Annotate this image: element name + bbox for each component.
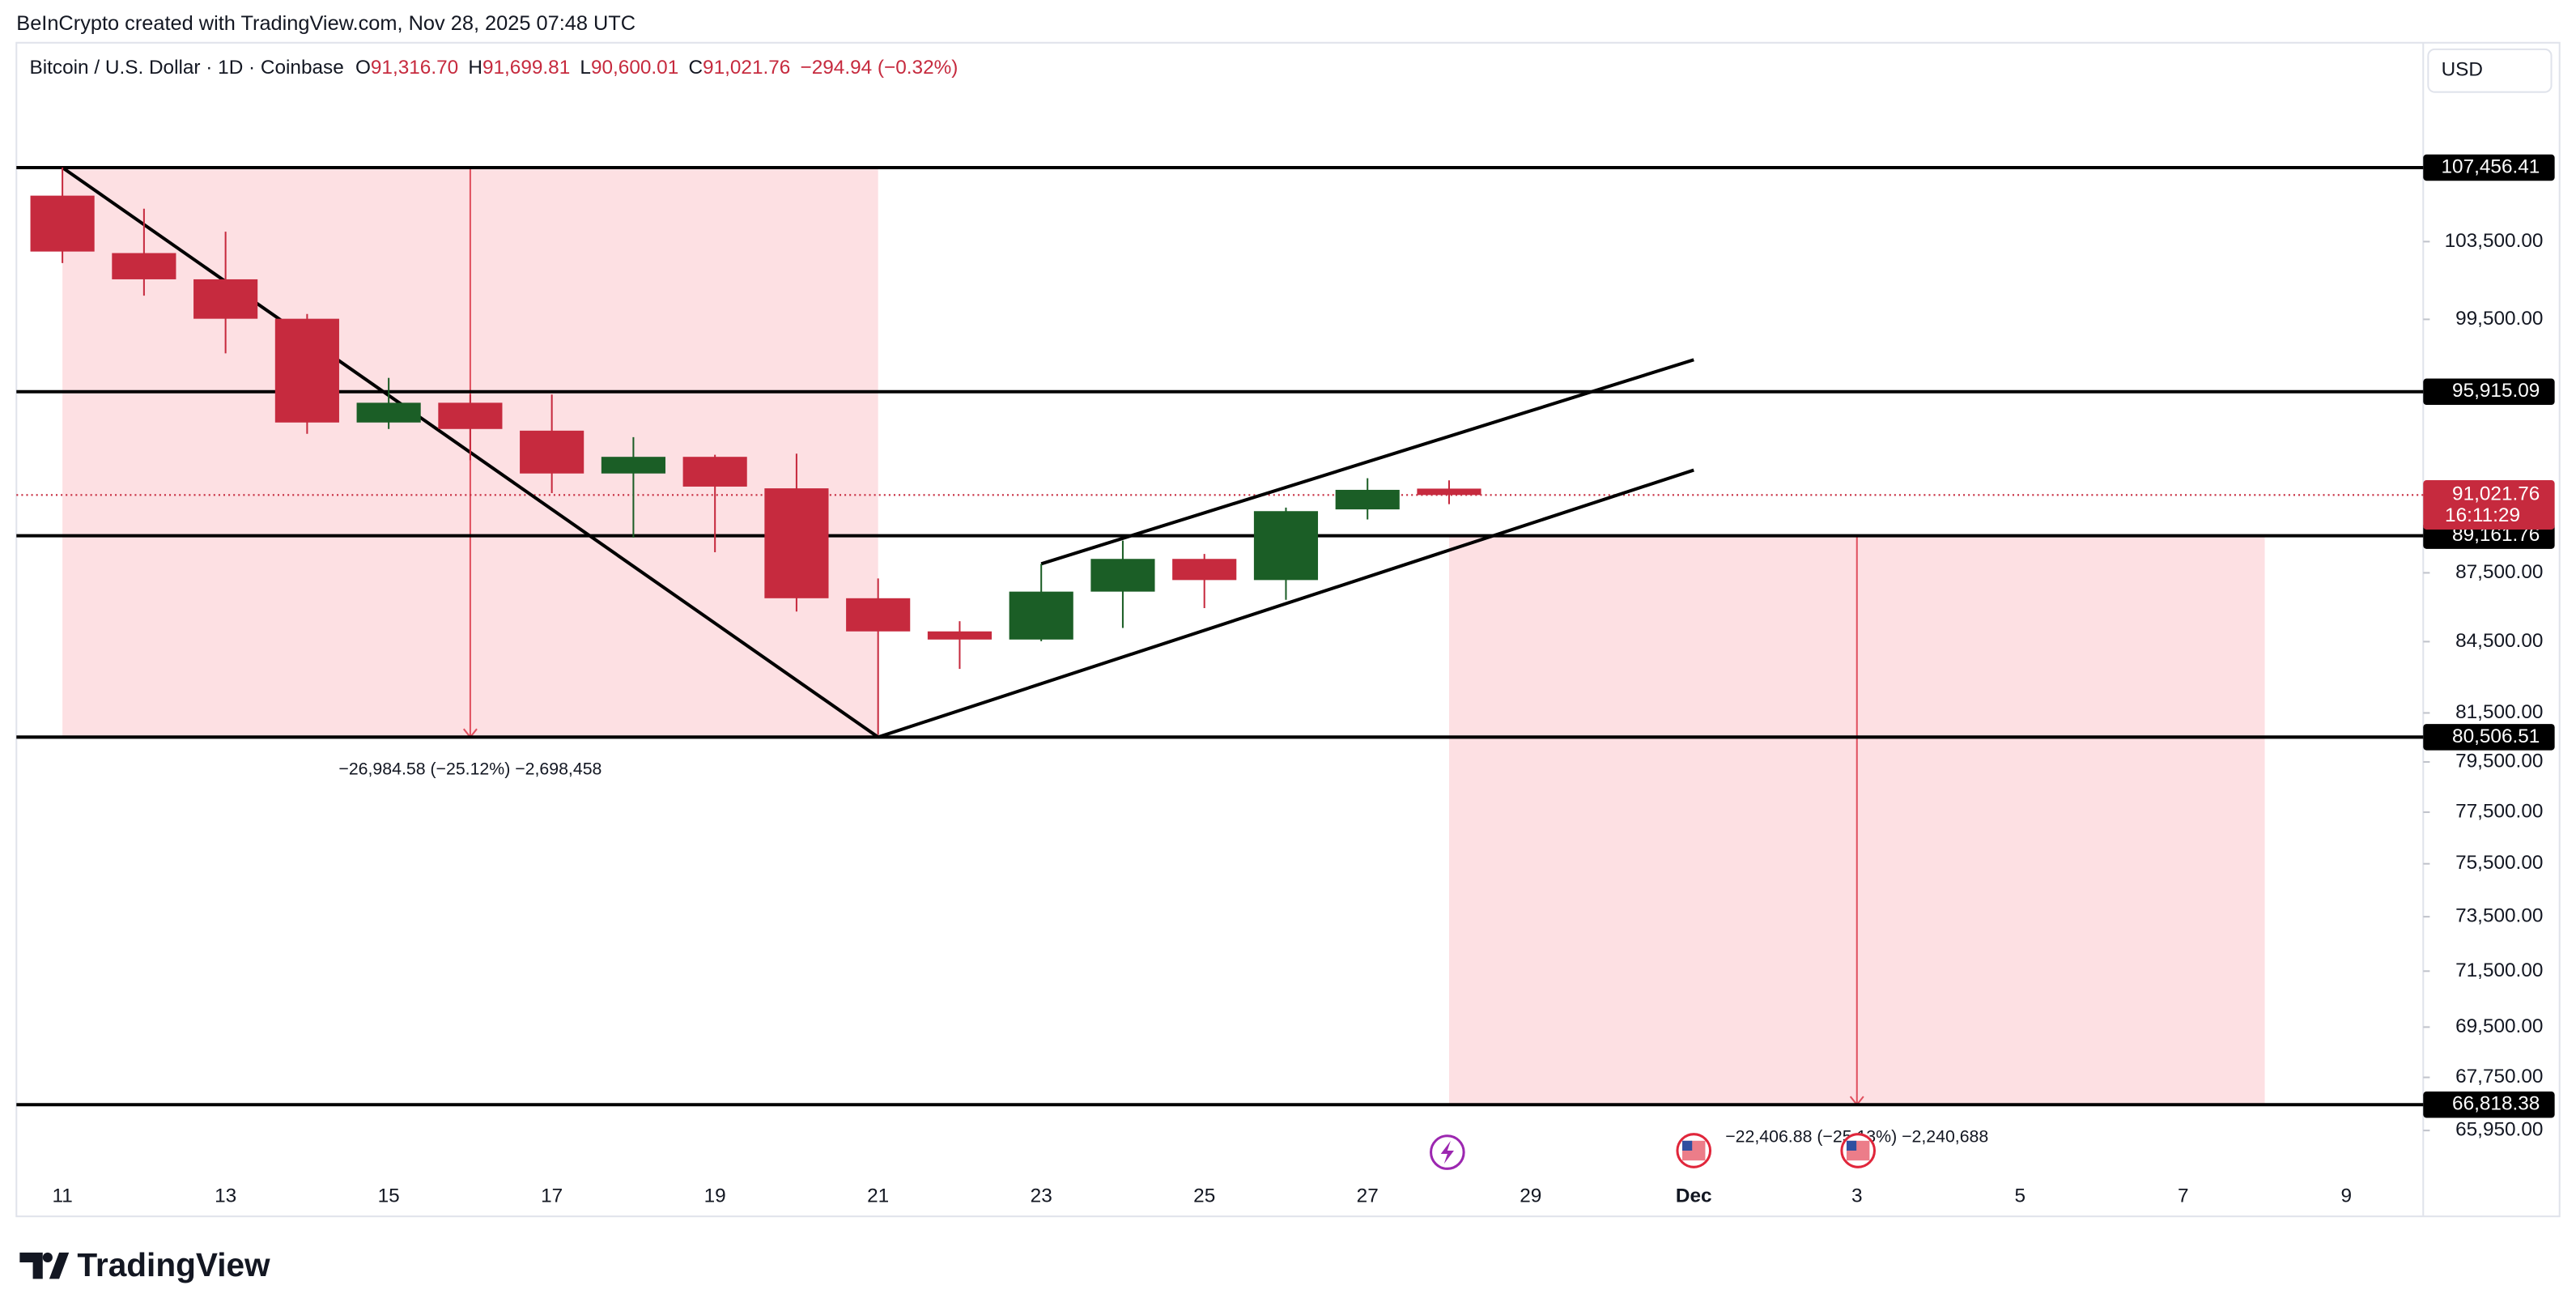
legend-key: H — [468, 57, 482, 79]
candle-body — [30, 195, 95, 252]
x-tick-label: Dec — [1676, 1185, 1712, 1206]
legend-key: C — [688, 57, 703, 79]
legend-value: 90,600.01 — [591, 57, 678, 79]
x-tick-label: 19 — [704, 1185, 726, 1206]
y-tick-label: 79,500.00 — [2455, 750, 2543, 772]
candle-body — [601, 457, 665, 474]
y-tick-label: 84,500.00 — [2455, 630, 2543, 652]
x-tick-label: 23 — [1031, 1185, 1052, 1206]
legend-value: 91,316.70 — [371, 57, 458, 79]
x-tick-label: 29 — [1520, 1185, 1541, 1206]
candle-body — [846, 598, 911, 632]
candle-body — [274, 318, 339, 423]
candle-body — [682, 457, 747, 487]
y-tick-label: 69,500.00 — [2455, 1015, 2543, 1037]
flag-canton — [1846, 1140, 1857, 1151]
candle-body — [193, 279, 258, 319]
countdown: 16:11:29 — [2445, 504, 2520, 526]
logo-mark — [19, 1252, 70, 1279]
legend-key: O — [355, 57, 371, 79]
candle-body — [1335, 489, 1400, 510]
candle-body — [1009, 591, 1073, 640]
legend-value: 91,699.81 — [482, 57, 570, 79]
y-tick-label: 87,500.00 — [2455, 561, 2543, 583]
y-tick-label: 81,500.00 — [2455, 701, 2543, 723]
x-tick-label: 3 — [1851, 1185, 1863, 1206]
candle-body — [356, 402, 421, 423]
legend-change: −294.94 (−0.32%) — [801, 57, 959, 79]
y-tick-label: 65,950.00 — [2455, 1119, 2543, 1141]
candle-body — [1172, 559, 1237, 581]
x-tick-label: 7 — [2178, 1185, 2189, 1206]
logo-text: TradingView — [77, 1246, 270, 1283]
x-tick-label: 9 — [2341, 1185, 2353, 1206]
candle-body — [927, 631, 993, 640]
y-tick-label: 71,500.00 — [2455, 960, 2543, 981]
logo-dot — [42, 1252, 53, 1263]
x-tick-label: 5 — [2015, 1185, 2026, 1206]
candle-body — [112, 253, 176, 279]
y-tick-label: 75,500.00 — [2455, 852, 2543, 874]
level-tag — [2423, 154, 2555, 181]
y-tick-label: 99,500.00 — [2455, 308, 2543, 330]
y-tick-label: 77,500.00 — [2455, 800, 2543, 822]
credit: BeInCrypto created with TradingView.com,… — [16, 12, 635, 35]
legend-key: L — [580, 57, 591, 79]
level-label: 107,456.41 — [2442, 155, 2540, 177]
x-tick-label: 27 — [1357, 1185, 1379, 1206]
x-tick-label: 25 — [1193, 1185, 1215, 1206]
pane-frame — [15, 41, 2561, 1218]
x-tick-label: 15 — [378, 1185, 400, 1206]
last-price-tag — [2423, 480, 2555, 530]
last-price-label: 91,021.76 — [2452, 483, 2540, 505]
flag-canton — [1682, 1140, 1693, 1151]
level-tag — [2423, 724, 2555, 751]
y-tick-label: 67,750.00 — [2455, 1066, 2543, 1087]
candle-body — [1417, 488, 1481, 496]
currency[interactable]: USD — [2442, 59, 2483, 81]
legend-symbol: Bitcoin / U.S. Dollar · 1D · Coinbase — [30, 57, 344, 79]
legend-value: 91,021.76 — [703, 57, 790, 79]
x-tick-label: 17 — [541, 1185, 563, 1206]
y-tick-label: 73,500.00 — [2455, 905, 2543, 927]
candle-body — [438, 402, 503, 429]
measure-label: −26,984.58 (−25.12%) −2,698,458 — [338, 760, 601, 779]
candle-body — [764, 488, 829, 598]
level-tag — [2423, 378, 2555, 406]
level-label: 66,818.38 — [2452, 1093, 2540, 1115]
x-tick-label: 13 — [215, 1185, 236, 1206]
candle-body — [1253, 511, 1319, 581]
event-icons — [1430, 1133, 1876, 1170]
trend-line — [878, 468, 1694, 739]
trend-line — [1040, 358, 1694, 566]
y-tick-label: 103,500.00 — [2445, 230, 2544, 252]
currency-button[interactable] — [2427, 48, 2553, 93]
level-label: 95,915.09 — [2452, 380, 2540, 402]
x-tick-label: 11 — [52, 1185, 72, 1206]
logo: TradingView — [19, 1246, 270, 1283]
legend: Bitcoin / U.S. Dollar · 1D · Coinbase O91… — [30, 57, 959, 79]
candle-body — [1090, 559, 1155, 592]
level-tag — [2423, 1092, 2555, 1118]
candle-body — [520, 430, 584, 474]
level-label: 80,506.51 — [2452, 726, 2540, 747]
event-icon-bolt — [1440, 1140, 1454, 1164]
x-tick-label: 21 — [867, 1185, 889, 1206]
